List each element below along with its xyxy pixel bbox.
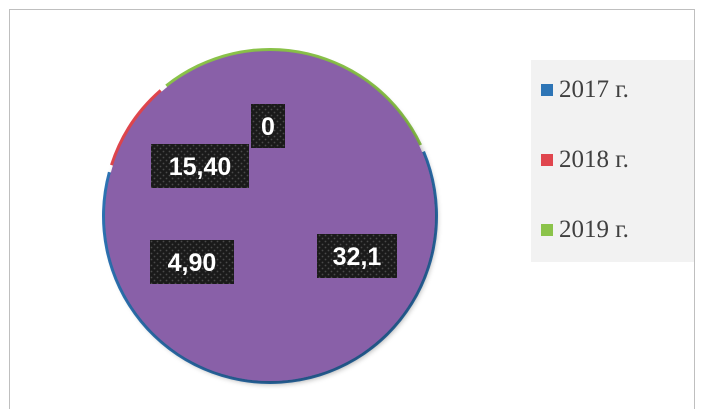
legend-label-2018: 2018 г. (559, 146, 629, 173)
chart-frame (9, 9, 695, 409)
data-label-box: 0 (251, 104, 285, 148)
data-label: 4,90 (168, 249, 217, 277)
legend-item-2018: 2018 г. (541, 146, 629, 174)
legend-label-2019: 2019 г. (559, 216, 629, 243)
data-label: 0 (261, 113, 275, 141)
data-label: 32,1 (333, 243, 382, 271)
legend-item-2019: 2019 г. (541, 216, 629, 244)
data-label-box: 32,1 (317, 234, 397, 278)
legend-swatch-2019 (541, 224, 553, 236)
data-label-box: 15,40 (151, 144, 249, 188)
data-label-background (251, 104, 285, 148)
legend: 2017 г. 2018 г. 2019 г. (531, 60, 694, 262)
ring-slice-2019 (165, 47, 422, 148)
data-label-box: 4,90 (150, 240, 234, 284)
data-label: 15,40 (169, 153, 232, 181)
legend-label-2017: 2017 г. (559, 76, 629, 103)
legend-swatch-2018 (541, 154, 553, 166)
data-label-background (150, 240, 234, 284)
data-label-background (151, 144, 249, 188)
legend-swatch-2017 (541, 84, 553, 96)
data-label-background (317, 234, 397, 278)
legend-item-2017: 2017 г. (541, 76, 629, 104)
inner-pie-disc (105, 51, 435, 381)
